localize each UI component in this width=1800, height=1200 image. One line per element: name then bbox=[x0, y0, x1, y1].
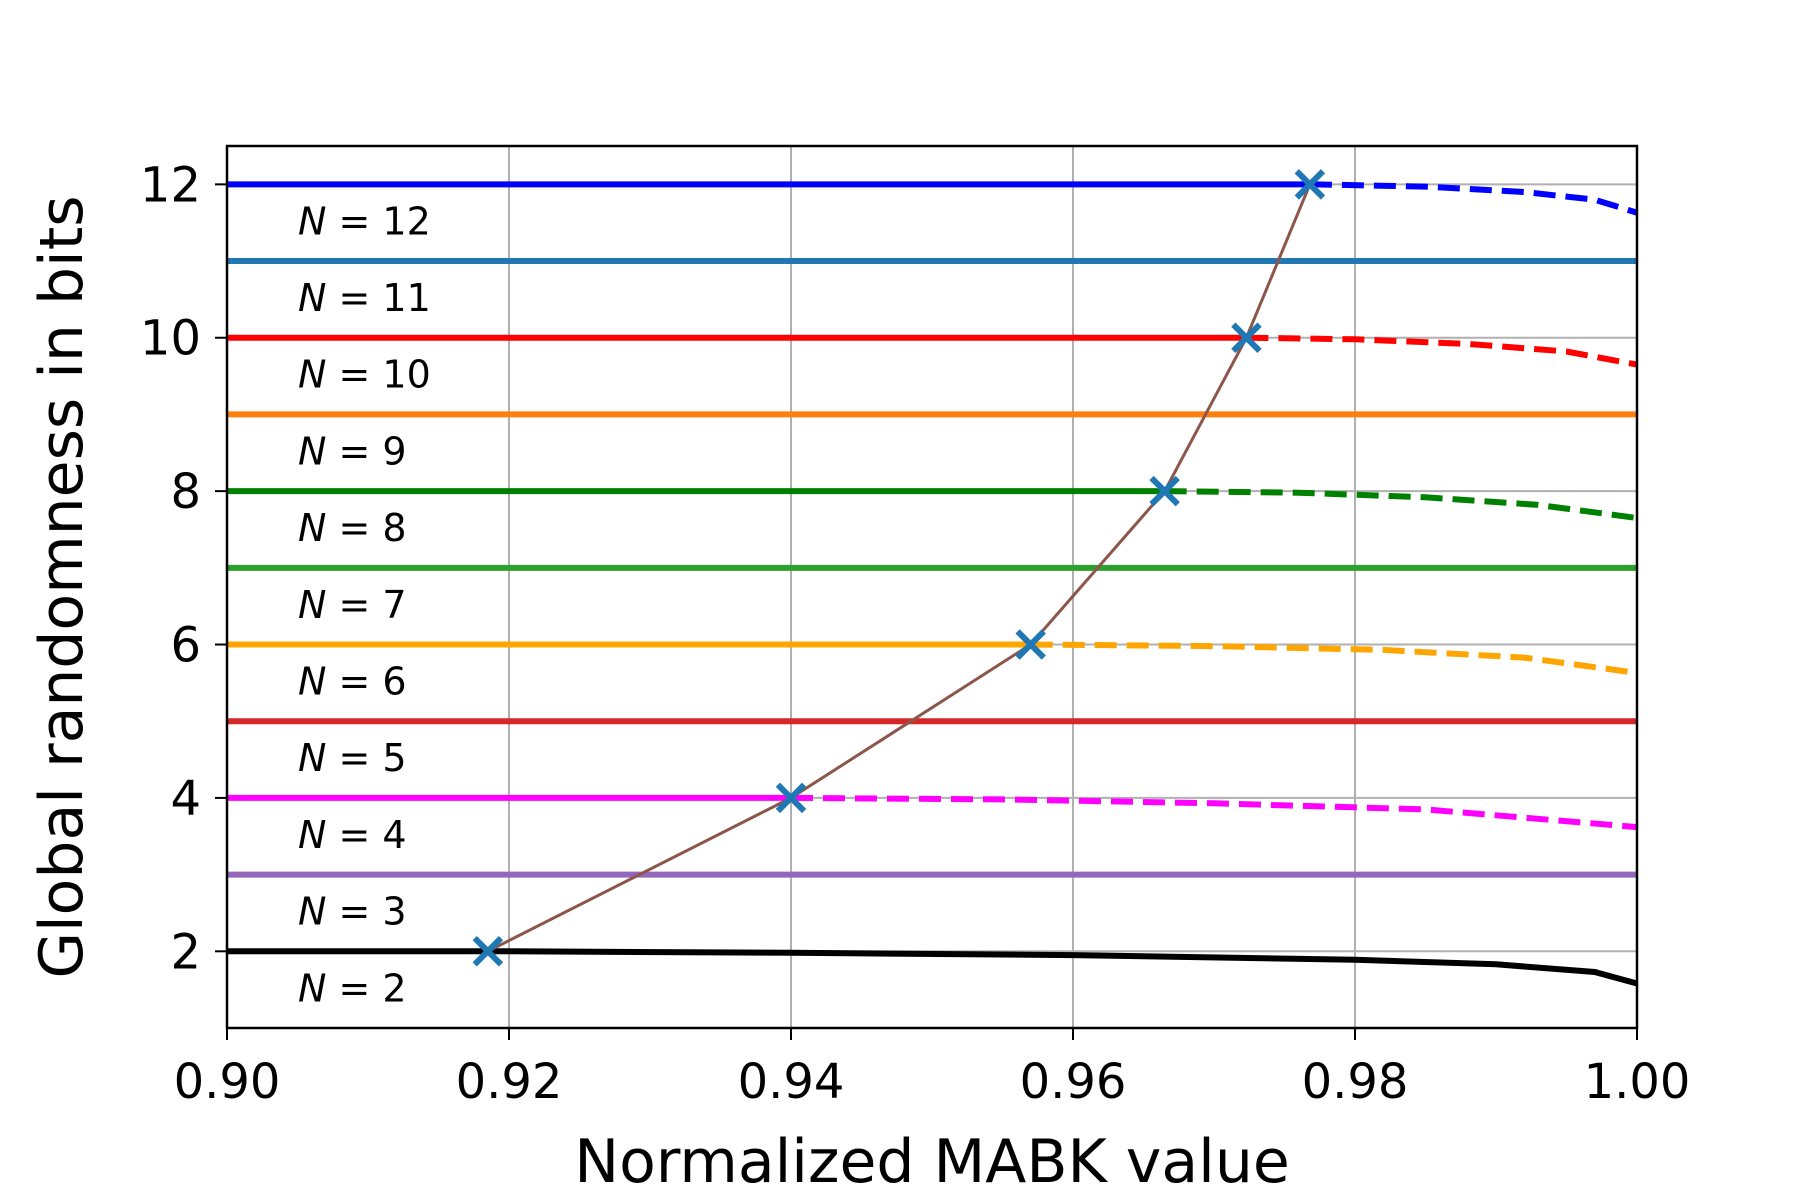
dashed-curve-n8 bbox=[1164, 488, 1638, 521]
x-tick-label: 0.94 bbox=[738, 1054, 845, 1110]
y-tick-label: 8 bbox=[170, 464, 201, 520]
x-axis-title: Normalized MABK value bbox=[574, 1127, 1290, 1197]
y-axis-title: Global randomness in bits bbox=[27, 195, 97, 978]
y-tick-label: 4 bbox=[170, 771, 201, 827]
x-tick-label: 0.92 bbox=[456, 1054, 563, 1110]
threshold-marker bbox=[1231, 322, 1262, 353]
n-label-4: N = 4 bbox=[298, 813, 407, 857]
n-label-5: N = 5 bbox=[298, 736, 407, 780]
threshold-line bbox=[487, 183, 1312, 953]
curve-n2 bbox=[227, 948, 1638, 987]
dashed-curve-n6 bbox=[1030, 641, 1638, 676]
dashed-curve-n4 bbox=[790, 794, 1638, 831]
y-tick-label: 2 bbox=[170, 924, 201, 980]
threshold-marker bbox=[1294, 169, 1326, 200]
n-label-12: N = 12 bbox=[298, 199, 431, 243]
n-label-8: N = 8 bbox=[298, 506, 407, 550]
series-group bbox=[227, 181, 1638, 987]
threshold-marker bbox=[1015, 629, 1046, 660]
threshold-markers bbox=[472, 169, 1326, 967]
n-labels: N = 12 N = 11 N = 10 N = 9 N = 8 N = 7 N = 6 N … bbox=[298, 199, 431, 1010]
threshold-marker bbox=[1149, 475, 1180, 507]
y-tick-label: 12 bbox=[140, 157, 201, 213]
n-label-7: N = 7 bbox=[298, 583, 407, 627]
threshold-marker bbox=[472, 936, 504, 967]
n-label-9: N = 9 bbox=[298, 429, 407, 473]
y-tick-label: 6 bbox=[170, 618, 201, 674]
axis-ticks: 0.90 0.92 0.94 0.96 0.98 1.00 2 4 6 8 10 12 bbox=[140, 157, 1691, 1110]
x-tick-label: 0.90 bbox=[174, 1054, 281, 1110]
x-tick-label: 0.96 bbox=[1020, 1054, 1127, 1110]
dashed-curve-n12 bbox=[1309, 181, 1638, 216]
dashed-curve-n10 bbox=[1246, 334, 1638, 368]
x-tick-label: 0.98 bbox=[1302, 1054, 1409, 1110]
threshold-marker bbox=[775, 782, 807, 814]
x-tick-label: 1.00 bbox=[1584, 1054, 1691, 1110]
n-label-11: N = 11 bbox=[298, 276, 431, 320]
plot-frame bbox=[225, 144, 1639, 1030]
y-tick-label: 10 bbox=[140, 311, 201, 367]
n-label-6: N = 6 bbox=[298, 660, 407, 704]
n-label-2: N = 2 bbox=[298, 966, 407, 1010]
n-label-10: N = 10 bbox=[298, 353, 431, 397]
n-label-3: N = 3 bbox=[298, 890, 407, 934]
